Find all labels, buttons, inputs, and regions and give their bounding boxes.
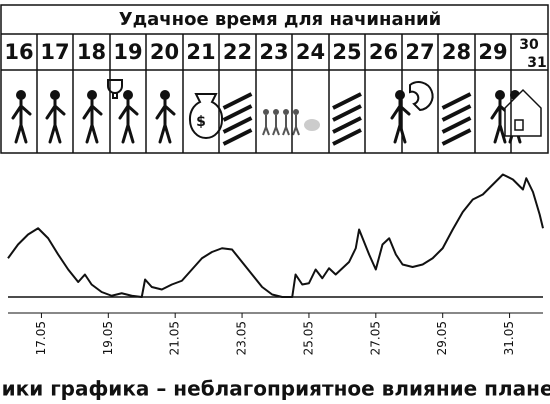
icon-stripe (222, 116, 253, 134)
x-tick-label: 19.05 (101, 321, 115, 355)
icon-stripe (332, 92, 362, 110)
day-number: 28 (442, 40, 471, 64)
icon-small-body (292, 115, 300, 136)
icon-body (118, 98, 139, 144)
icon-body (11, 98, 32, 144)
icon-head (16, 90, 26, 100)
icon-small-head (263, 109, 269, 115)
icon-stripe (441, 92, 472, 110)
day-number: 27 (405, 40, 434, 64)
icon-house (504, 88, 542, 137)
icon-stripe (222, 92, 253, 110)
day-number: 30 (519, 37, 539, 53)
day-number: 17 (40, 40, 69, 64)
table-title: Удачное время для начинаний (119, 9, 442, 30)
icon-head (123, 90, 133, 100)
day-number: 23 (259, 40, 288, 64)
day-number: 25 (332, 40, 361, 64)
icon-head (495, 90, 505, 100)
table-frame (0, 4, 549, 154)
icon-body (390, 98, 411, 144)
x-tick-label: 29.05 (435, 321, 449, 355)
icon-stripe (332, 104, 362, 122)
line (7, 173, 544, 298)
x-tick-label: 17.05 (34, 321, 48, 355)
icon-head (160, 90, 170, 100)
icon-body (155, 98, 176, 144)
day-number: 21 (186, 40, 215, 64)
icon-stripe (332, 128, 362, 146)
day-number: 29 (478, 40, 507, 64)
icon-head (50, 90, 60, 100)
icon-dollar: $ (196, 114, 206, 130)
day-number: 31 (527, 55, 546, 71)
icon-body (490, 98, 511, 144)
icon-body (45, 98, 66, 144)
icon-head (87, 90, 97, 100)
icon-phone (409, 81, 434, 112)
day-number: 24 (296, 40, 325, 64)
icon-stripe (441, 116, 472, 134)
day-number: 18 (77, 40, 106, 64)
icon-bag (188, 93, 224, 139)
x-tick-label: 27.05 (368, 321, 382, 355)
day-number: 16 (4, 40, 33, 64)
x-tick-label: 25.05 (301, 321, 315, 355)
x-tick-label: 21.05 (168, 321, 182, 355)
icon-small-body (272, 115, 280, 136)
chart-caption: Пики графика – неблагоприятное влияние п… (0, 377, 550, 401)
icon-stripe (441, 128, 472, 146)
icon-small-head (283, 109, 289, 115)
day-number: 19 (113, 40, 142, 64)
icon-cloud (304, 119, 320, 131)
day-number: 22 (223, 40, 252, 64)
icon-cup (107, 79, 123, 99)
x-tick-label: 31.05 (502, 321, 516, 355)
x-tick-label: 23.05 (235, 321, 249, 355)
icon-stripe (441, 104, 472, 122)
icon-small-head (293, 109, 299, 115)
icon-small-head (273, 109, 279, 115)
day-number: 20 (150, 40, 179, 64)
day-icons: $ (11, 79, 542, 146)
icon-small-body (282, 115, 290, 136)
day-number: 26 (369, 40, 398, 64)
icon-stripe (222, 128, 253, 146)
icon-small-body (262, 115, 270, 136)
icon-stripe (332, 116, 362, 134)
icon-body (82, 98, 103, 144)
icon-stripe (222, 104, 253, 122)
